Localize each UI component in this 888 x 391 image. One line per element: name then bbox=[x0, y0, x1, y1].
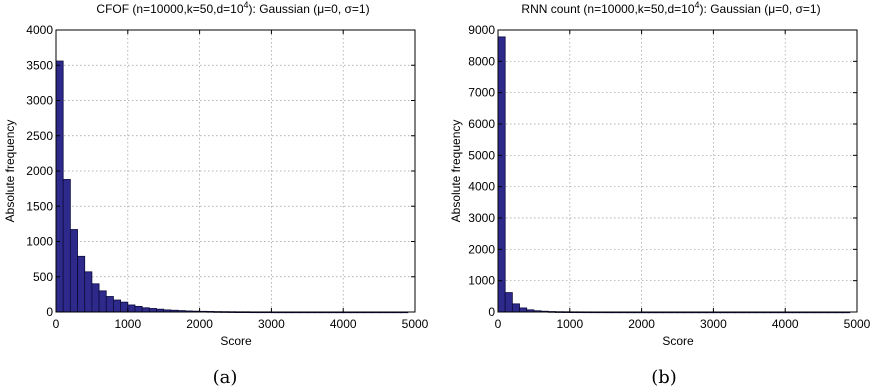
y-tick-label: 0 bbox=[488, 305, 495, 319]
x-tick-label: 1000 bbox=[114, 317, 141, 331]
x-tick-label: 4000 bbox=[330, 317, 357, 331]
histogram-bar bbox=[519, 307, 528, 313]
chart-title: RNN count (n=10000,k=50,d=104): Gaussian… bbox=[521, 0, 820, 16]
y-tick-label: 4000 bbox=[468, 180, 495, 194]
axis-ticks: 0 1000 2000 3000 4000 5000 0 500 1000 1500 2000 250… bbox=[26, 23, 428, 331]
histogram-bar bbox=[113, 299, 122, 313]
y-tick-label: 7000 bbox=[468, 86, 495, 100]
histogram-bar bbox=[62, 179, 71, 313]
axis-ticks: 0 1000 2000 3000 4000 5000 0 1000 2000 3000 4000 50… bbox=[468, 23, 870, 331]
y-tick-label: 6000 bbox=[468, 117, 495, 131]
y-tick-label: 2000 bbox=[26, 164, 53, 178]
y-tick-label: 2000 bbox=[468, 242, 495, 256]
histogram-bar bbox=[77, 255, 86, 313]
y-tick-label: 8000 bbox=[468, 54, 495, 68]
x-tick-label: 0 bbox=[53, 317, 60, 331]
y-tick-label: 3000 bbox=[468, 211, 495, 225]
histogram-bar bbox=[134, 305, 143, 313]
y-tick-label: 4000 bbox=[26, 23, 53, 37]
histogram-bar bbox=[91, 283, 100, 313]
chart-panel-a: CFOF (n=10000,k=50,d=104): Gaussian (μ=0… bbox=[3, 0, 429, 388]
x-tick-label: 2000 bbox=[628, 317, 655, 331]
histogram-bar bbox=[148, 308, 157, 313]
histogram-bar bbox=[84, 271, 93, 313]
y-tick-label: 0 bbox=[46, 305, 53, 319]
x-tick-label: 3000 bbox=[258, 317, 285, 331]
x-axis-label: Score bbox=[220, 334, 252, 348]
histogram-bar bbox=[504, 292, 513, 313]
grid-lines bbox=[498, 30, 857, 312]
x-tick-label: 5000 bbox=[402, 317, 429, 331]
histogram-bar bbox=[127, 304, 136, 313]
y-tick-label: 500 bbox=[33, 270, 53, 284]
x-tick-label: 5000 bbox=[844, 317, 871, 331]
x-tick-label: 0 bbox=[495, 317, 502, 331]
histogram-bar bbox=[497, 36, 506, 313]
histogram-bars bbox=[55, 60, 409, 314]
histogram-bar bbox=[98, 290, 107, 313]
y-axis-label: Absolute frequency bbox=[3, 120, 17, 223]
y-tick-label: 3000 bbox=[26, 94, 53, 108]
y-tick-label: 1000 bbox=[468, 274, 495, 288]
histogram-bar bbox=[120, 301, 129, 313]
histogram-bar bbox=[69, 229, 78, 313]
y-tick-label: 2500 bbox=[26, 129, 53, 143]
chart-panel-b: RNN count (n=10000,k=50,d=104): Gaussian… bbox=[449, 0, 871, 388]
x-tick-label: 4000 bbox=[772, 317, 799, 331]
y-axis-label: Absolute frequency bbox=[449, 120, 463, 223]
y-tick-label: 3500 bbox=[26, 58, 53, 72]
histogram-bar bbox=[55, 60, 64, 313]
y-tick-label: 5000 bbox=[468, 148, 495, 162]
x-axis-label: Score bbox=[662, 334, 694, 348]
panel-caption: (b) bbox=[651, 367, 677, 388]
x-tick-label: 3000 bbox=[700, 317, 727, 331]
x-tick-label: 2000 bbox=[186, 317, 213, 331]
histogram-bar bbox=[141, 307, 150, 313]
grid-lines bbox=[56, 30, 415, 312]
plot-frame bbox=[497, 29, 858, 313]
panel-caption: (a) bbox=[213, 367, 238, 388]
y-tick-label: 9000 bbox=[468, 23, 495, 37]
y-tick-label: 1000 bbox=[26, 235, 53, 249]
histogram-bar bbox=[511, 303, 520, 313]
histogram-bar bbox=[105, 296, 114, 313]
x-tick-label: 1000 bbox=[556, 317, 583, 331]
chart-title: CFOF (n=10000,k=50,d=104): Gaussian (μ=0… bbox=[96, 0, 369, 16]
y-tick-label: 1500 bbox=[26, 199, 53, 213]
histogram-bars bbox=[497, 36, 851, 314]
